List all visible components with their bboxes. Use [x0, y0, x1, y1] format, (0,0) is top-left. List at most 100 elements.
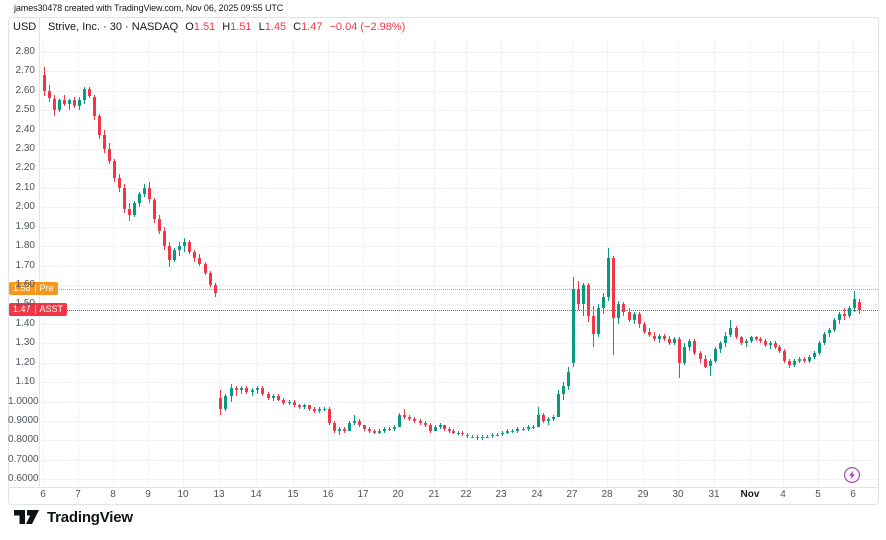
- y-axis-label[interactable]: 1.90: [15, 221, 35, 232]
- attribution-text: james30478 created with TradingView.com,…: [14, 3, 284, 13]
- y-axis-label[interactable]: 0.9000: [8, 415, 39, 426]
- y-axis-label[interactable]: 0.7000: [8, 454, 39, 465]
- y-axis-label[interactable]: 0.8000: [8, 434, 39, 445]
- x-axis-label[interactable]: 30: [672, 489, 684, 500]
- gridline-v: [572, 40, 573, 487]
- candle-up: [552, 417, 555, 419]
- gridline-v: [537, 40, 538, 487]
- y-axis-label[interactable]: 2.00: [15, 201, 35, 212]
- gridline-v: [818, 40, 819, 487]
- x-axis-label[interactable]: 9: [145, 489, 151, 500]
- x-axis-label[interactable]: 31: [708, 489, 720, 500]
- candle-down: [277, 395, 280, 400]
- gridline-v: [501, 40, 502, 487]
- gridline-h: [39, 227, 878, 228]
- x-axis-label[interactable]: 7: [75, 489, 81, 500]
- gridline-v: [148, 40, 149, 487]
- y-axis-label[interactable]: 1.70: [15, 260, 35, 271]
- gridline-v: [398, 40, 399, 487]
- y-axis-label[interactable]: 2.60: [15, 85, 35, 96]
- y-axis-label[interactable]: 2.80: [15, 46, 35, 57]
- tradingview-wordmark[interactable]: TradingView: [47, 509, 133, 526]
- price-label-separator: [34, 305, 36, 314]
- y-axis-label[interactable]: 2.20: [15, 162, 35, 173]
- candle-down: [343, 428, 346, 431]
- gridline-h: [39, 440, 878, 441]
- price-scale-currency-button[interactable]: USD: [13, 21, 37, 33]
- x-axis-label[interactable]: 16: [322, 489, 334, 500]
- x-axis-label[interactable]: 21: [428, 489, 440, 500]
- candle-down: [443, 424, 446, 429]
- x-axis-label[interactable]: 4: [780, 489, 786, 500]
- candle-up: [486, 436, 489, 438]
- candle-wick: [339, 426, 340, 435]
- y-axis-label[interactable]: 2.50: [15, 104, 35, 115]
- candle-down: [452, 430, 455, 433]
- y-axis-label[interactable]: 1.20: [15, 357, 35, 368]
- candle-up: [256, 387, 259, 390]
- candle-down: [612, 257, 615, 318]
- x-axis-label[interactable]: 20: [392, 489, 404, 500]
- candle-down: [778, 347, 781, 351]
- tradingview-logo-icon[interactable]: [14, 509, 40, 526]
- candle-down: [755, 337, 758, 340]
- candle-down: [235, 387, 238, 390]
- candle-down: [293, 401, 296, 406]
- candle-wick: [746, 339, 747, 348]
- candle-down: [843, 314, 846, 316]
- y-axis-label[interactable]: 1.10: [15, 376, 35, 387]
- candle-up: [633, 314, 636, 320]
- candle-down: [424, 422, 427, 425]
- flash-icon[interactable]: [843, 466, 861, 484]
- x-axis-label[interactable]: 10: [177, 489, 189, 500]
- y-axis-label[interactable]: 0.6000: [8, 473, 39, 484]
- candle-up: [848, 308, 851, 317]
- time-scale-divider[interactable]: [8, 487, 878, 488]
- gridline-h: [39, 71, 878, 72]
- symbol-title: Strive, Inc. · 30 · NASDAQ: [48, 21, 179, 33]
- candle-down: [693, 341, 696, 353]
- x-axis-label[interactable]: Nov: [740, 489, 760, 500]
- price-scale-divider[interactable]: [39, 17, 40, 487]
- y-axis-label[interactable]: 2.30: [15, 143, 35, 154]
- x-axis-label[interactable]: 17: [357, 489, 369, 500]
- candle-down: [858, 302, 861, 311]
- candle-up: [597, 308, 600, 334]
- x-axis-label[interactable]: 13: [213, 489, 225, 500]
- x-axis-label[interactable]: 23: [495, 489, 507, 500]
- gridline-h: [39, 324, 878, 325]
- x-axis-label[interactable]: 22: [460, 489, 472, 500]
- y-axis-label[interactable]: 1.0000: [8, 396, 39, 407]
- y-axis-label[interactable]: 1.60: [15, 279, 35, 290]
- candle-down: [643, 323, 646, 332]
- x-axis-label[interactable]: 5: [815, 489, 821, 500]
- x-axis-label[interactable]: 6: [40, 489, 46, 500]
- y-axis-label[interactable]: 2.70: [15, 65, 35, 76]
- candle-up: [272, 395, 275, 398]
- x-axis-label[interactable]: 15: [287, 489, 299, 500]
- y-axis-label[interactable]: 1.30: [15, 337, 35, 348]
- candle-up: [471, 436, 474, 438]
- candle-down: [88, 88, 91, 97]
- candle-wick: [69, 98, 70, 111]
- x-axis-label[interactable]: 24: [531, 489, 543, 500]
- x-axis-label[interactable]: 6: [850, 489, 856, 500]
- y-axis-label[interactable]: 1.40: [15, 318, 35, 329]
- x-axis-label[interactable]: 29: [637, 489, 649, 500]
- y-axis-label[interactable]: 1.80: [15, 240, 35, 251]
- x-axis-label[interactable]: 27: [566, 489, 578, 500]
- y-axis-label[interactable]: 2.10: [15, 182, 35, 193]
- y-axis-label[interactable]: 1.50: [15, 298, 35, 309]
- x-axis-label[interactable]: 14: [250, 489, 262, 500]
- gridline-v: [643, 40, 644, 487]
- y-axis-label[interactable]: 2.40: [15, 124, 35, 135]
- gridline-v: [750, 40, 751, 487]
- candle-wick: [710, 358, 711, 377]
- x-axis-label[interactable]: 8: [110, 489, 116, 500]
- gridline-v: [43, 40, 44, 487]
- candle-up: [378, 430, 381, 433]
- candle-down: [308, 405, 311, 410]
- x-axis-label[interactable]: 28: [601, 489, 613, 500]
- candle-down: [628, 312, 631, 320]
